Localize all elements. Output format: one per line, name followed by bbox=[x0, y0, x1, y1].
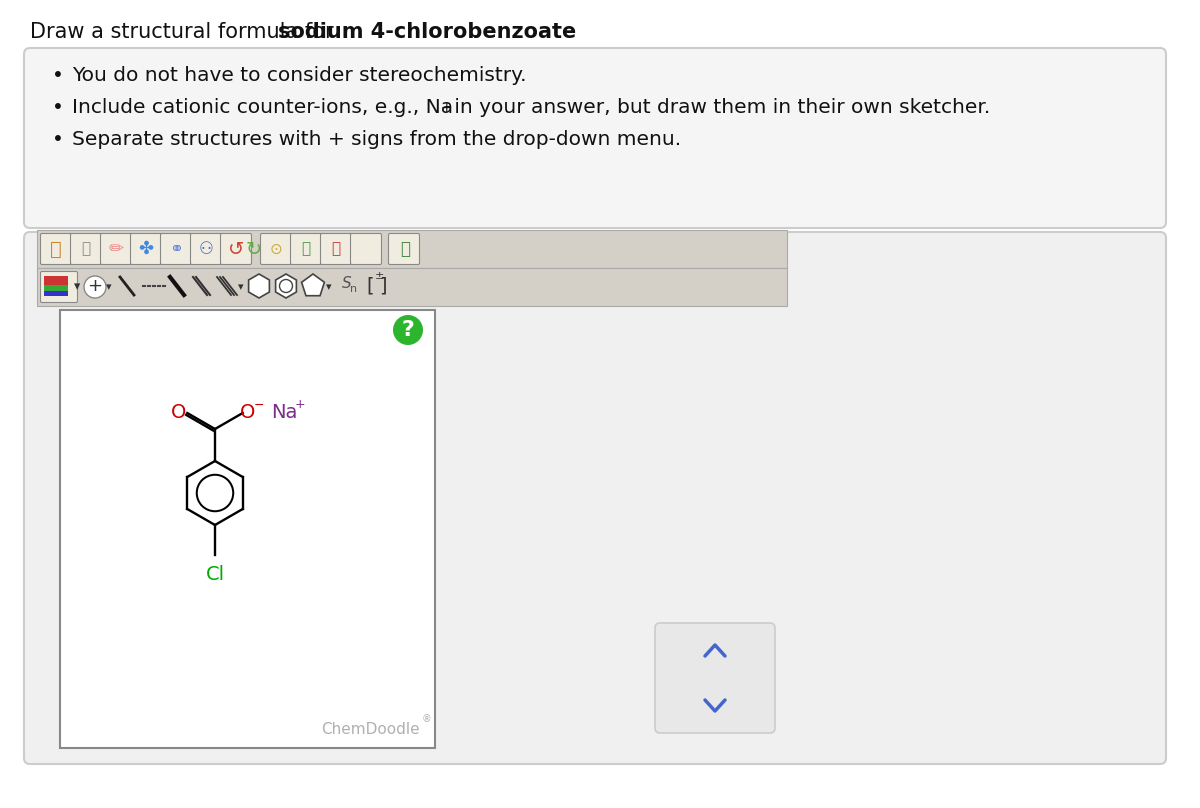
Circle shape bbox=[394, 315, 424, 345]
FancyBboxPatch shape bbox=[320, 234, 352, 264]
Text: Separate structures with + signs from the drop-down menu.: Separate structures with + signs from th… bbox=[72, 130, 682, 149]
Text: ↺: ↺ bbox=[228, 239, 244, 259]
Text: +: + bbox=[88, 277, 102, 295]
FancyBboxPatch shape bbox=[655, 623, 775, 733]
FancyBboxPatch shape bbox=[24, 232, 1166, 764]
Text: ?: ? bbox=[402, 320, 414, 340]
Text: •: • bbox=[52, 66, 64, 85]
Text: ⚇: ⚇ bbox=[198, 240, 214, 258]
FancyBboxPatch shape bbox=[389, 234, 420, 264]
Text: S: S bbox=[342, 276, 352, 292]
Text: You do not have to consider stereochemistry.: You do not have to consider stereochemis… bbox=[72, 66, 527, 85]
Text: ↻: ↻ bbox=[246, 239, 262, 259]
Text: +: + bbox=[295, 398, 305, 410]
FancyBboxPatch shape bbox=[101, 234, 132, 264]
Text: [: [ bbox=[366, 276, 373, 296]
Text: 🔍: 🔍 bbox=[301, 242, 311, 256]
Text: ⚭: ⚭ bbox=[169, 240, 182, 258]
Text: ✋: ✋ bbox=[50, 239, 62, 259]
FancyBboxPatch shape bbox=[221, 234, 252, 264]
Text: ▾: ▾ bbox=[326, 282, 332, 292]
Text: ▾: ▾ bbox=[106, 282, 112, 292]
Text: O: O bbox=[170, 402, 186, 422]
FancyBboxPatch shape bbox=[41, 271, 78, 302]
FancyBboxPatch shape bbox=[131, 234, 162, 264]
FancyBboxPatch shape bbox=[350, 234, 382, 264]
Text: •: • bbox=[52, 98, 64, 117]
Text: Na: Na bbox=[271, 402, 298, 422]
FancyBboxPatch shape bbox=[24, 48, 1166, 228]
Text: O: O bbox=[240, 402, 256, 422]
Text: ⊙: ⊙ bbox=[270, 242, 282, 256]
FancyBboxPatch shape bbox=[290, 234, 322, 264]
FancyBboxPatch shape bbox=[37, 230, 787, 268]
Text: n: n bbox=[350, 284, 358, 294]
Text: 🔎: 🔎 bbox=[331, 242, 341, 256]
Text: .: . bbox=[472, 22, 479, 42]
Circle shape bbox=[84, 276, 106, 298]
Text: ChemDoodle: ChemDoodle bbox=[322, 722, 420, 738]
Text: ✏: ✏ bbox=[108, 240, 124, 258]
FancyBboxPatch shape bbox=[260, 234, 292, 264]
Text: ]: ] bbox=[379, 276, 386, 296]
Text: ✤: ✤ bbox=[138, 240, 154, 258]
FancyBboxPatch shape bbox=[191, 234, 222, 264]
FancyBboxPatch shape bbox=[60, 310, 436, 748]
FancyBboxPatch shape bbox=[161, 234, 192, 264]
Text: ▾: ▾ bbox=[238, 282, 244, 292]
Text: 🧫: 🧫 bbox=[82, 242, 90, 256]
Text: +: + bbox=[440, 101, 451, 115]
Text: ±: ± bbox=[374, 271, 384, 281]
Text: Draw a structural formula for: Draw a structural formula for bbox=[30, 22, 341, 42]
Text: •: • bbox=[52, 130, 64, 149]
Text: ▾: ▾ bbox=[74, 280, 80, 293]
FancyBboxPatch shape bbox=[37, 268, 787, 306]
Circle shape bbox=[280, 280, 293, 292]
Text: Include cationic counter-ions, e.g., Na: Include cationic counter-ions, e.g., Na bbox=[72, 98, 454, 117]
Text: ®: ® bbox=[422, 714, 432, 724]
Bar bbox=[44, 285, 68, 291]
Bar bbox=[44, 276, 68, 285]
Bar bbox=[44, 291, 68, 296]
Text: −: − bbox=[253, 398, 264, 411]
Text: Cl: Cl bbox=[205, 566, 224, 584]
FancyBboxPatch shape bbox=[71, 234, 102, 264]
FancyBboxPatch shape bbox=[41, 234, 72, 264]
Text: 💎: 💎 bbox=[400, 240, 410, 258]
Text: sodium 4-chlorobenzoate: sodium 4-chlorobenzoate bbox=[278, 22, 576, 42]
Text: in your answer, but draw them in their own sketcher.: in your answer, but draw them in their o… bbox=[448, 98, 990, 117]
